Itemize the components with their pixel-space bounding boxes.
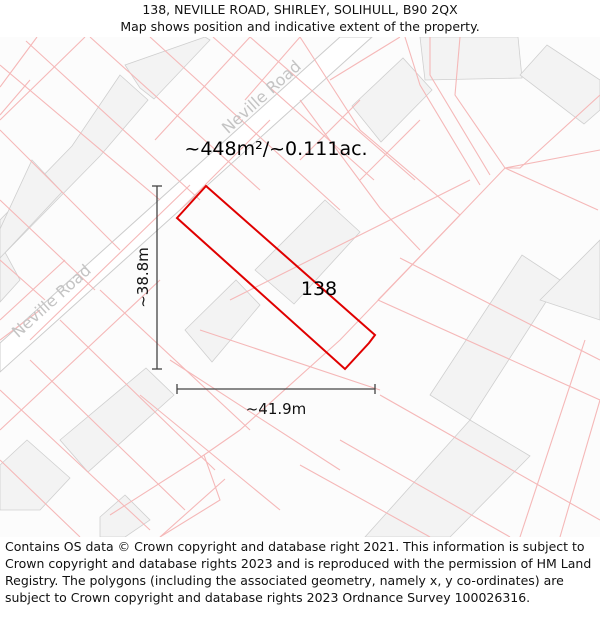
property-map[interactable]: Neville Road Neville Road ~38.8m ~41.9m ~…	[0, 37, 600, 537]
parcel-boundary-line	[359, 119, 421, 181]
parcel-boundary-line	[25, 40, 201, 201]
parcel-boundary-line	[0, 279, 161, 431]
parcel-boundary-line	[0, 37, 38, 88]
building-footprint	[59, 367, 175, 473]
parcel-boundary-layer	[0, 37, 600, 537]
vertical-measurement: ~38.8m	[134, 185, 162, 370]
building-footprint	[99, 494, 151, 537]
parcel-boundary-line	[239, 94, 600, 431]
parcel-boundary-line	[89, 37, 261, 191]
building-footprint	[364, 419, 531, 537]
parcel-boundary-line	[199, 329, 381, 391]
building-footprint	[539, 239, 600, 321]
parcel-boundary-line	[229, 179, 471, 301]
parcel-boundary-line	[29, 359, 186, 511]
parcel-boundary-line	[429, 37, 491, 176]
parcel-boundary-line	[377, 214, 461, 301]
parcel-boundary-line	[0, 259, 66, 321]
copyright-attribution: Contains OS data © Crown copyright and d…	[5, 539, 592, 605]
parcel-boundary-line	[329, 37, 401, 81]
parcel-boundary-line	[504, 149, 600, 169]
parcel-boundary-line	[299, 37, 461, 216]
property-number-label: 138	[301, 278, 337, 300]
parcel-boundary-line	[169, 359, 341, 471]
parcel-boundary-line	[212, 37, 375, 181]
building-footprint	[351, 57, 433, 143]
property-boundary-polygon[interactable]	[175, 184, 377, 371]
parcel-boundary-line	[299, 99, 361, 161]
parcel-boundary-line	[0, 389, 151, 531]
parcel-boundary-line	[249, 37, 416, 181]
parcel-boundary-line	[0, 459, 81, 537]
area-label: ~448m²/~0.111ac.	[184, 138, 367, 160]
building-footprint	[519, 44, 600, 125]
parcel-boundary-line	[559, 399, 600, 537]
parcel-boundary-line	[154, 37, 251, 141]
parcel-boundary-line	[0, 64, 161, 201]
parcel-boundary-line	[399, 257, 600, 361]
building-footprint	[0, 242, 21, 303]
map-subtitle: Map shows position and indicative extent…	[120, 19, 480, 34]
parcel-boundary-line	[504, 167, 599, 211]
parcel-boundary-line	[159, 478, 226, 537]
parcel-boundary-line	[519, 339, 586, 537]
building-footprint	[124, 37, 211, 100]
parcel-boundary-line	[0, 199, 96, 291]
parcel-boundary-line	[404, 37, 481, 186]
building-footprint	[0, 439, 71, 511]
building-layer	[0, 37, 600, 537]
parcel-boundary-line	[299, 99, 421, 251]
parcel-boundary-line	[109, 454, 205, 516]
parcel-boundary-line	[0, 309, 41, 341]
parcel-boundary-line	[244, 37, 301, 101]
building-footprint	[419, 37, 523, 81]
parcel-boundary-line	[0, 37, 86, 121]
parcel-boundary-line	[0, 79, 31, 116]
parcel-boundary-line	[59, 319, 216, 471]
building-footprint	[429, 254, 561, 421]
parcel-boundary-line	[377, 299, 600, 401]
map-header: 138, NEVILLE ROAD, SHIRLEY, SOLIHULL, B9…	[0, 0, 600, 37]
parcel-boundary-line	[29, 184, 191, 341]
vertical-measure-label: ~38.8m	[134, 247, 152, 308]
parcel-boundary-line	[0, 259, 46, 301]
parcel-boundary-line	[159, 429, 241, 537]
parcel-boundary-line	[139, 394, 281, 511]
horizontal-measurement: ~41.9m	[176, 384, 376, 418]
parcel-boundary-line	[379, 394, 600, 521]
parcel-boundary-line	[454, 37, 506, 169]
parcel-boundary-line	[179, 119, 271, 211]
building-footprint	[184, 279, 261, 363]
building-footprint	[254, 199, 361, 305]
parcel-boundary-line	[299, 464, 431, 537]
parcel-boundary-line	[99, 289, 251, 431]
horizontal-measure-label: ~41.9m	[246, 400, 307, 418]
parcel-boundary-line	[339, 439, 511, 537]
property-address-title: 138, NEVILLE ROAD, SHIRLEY, SOLIHULL, B9…	[142, 2, 458, 17]
parcel-boundary-line	[0, 129, 121, 251]
parcel-boundary-line	[149, 37, 341, 211]
